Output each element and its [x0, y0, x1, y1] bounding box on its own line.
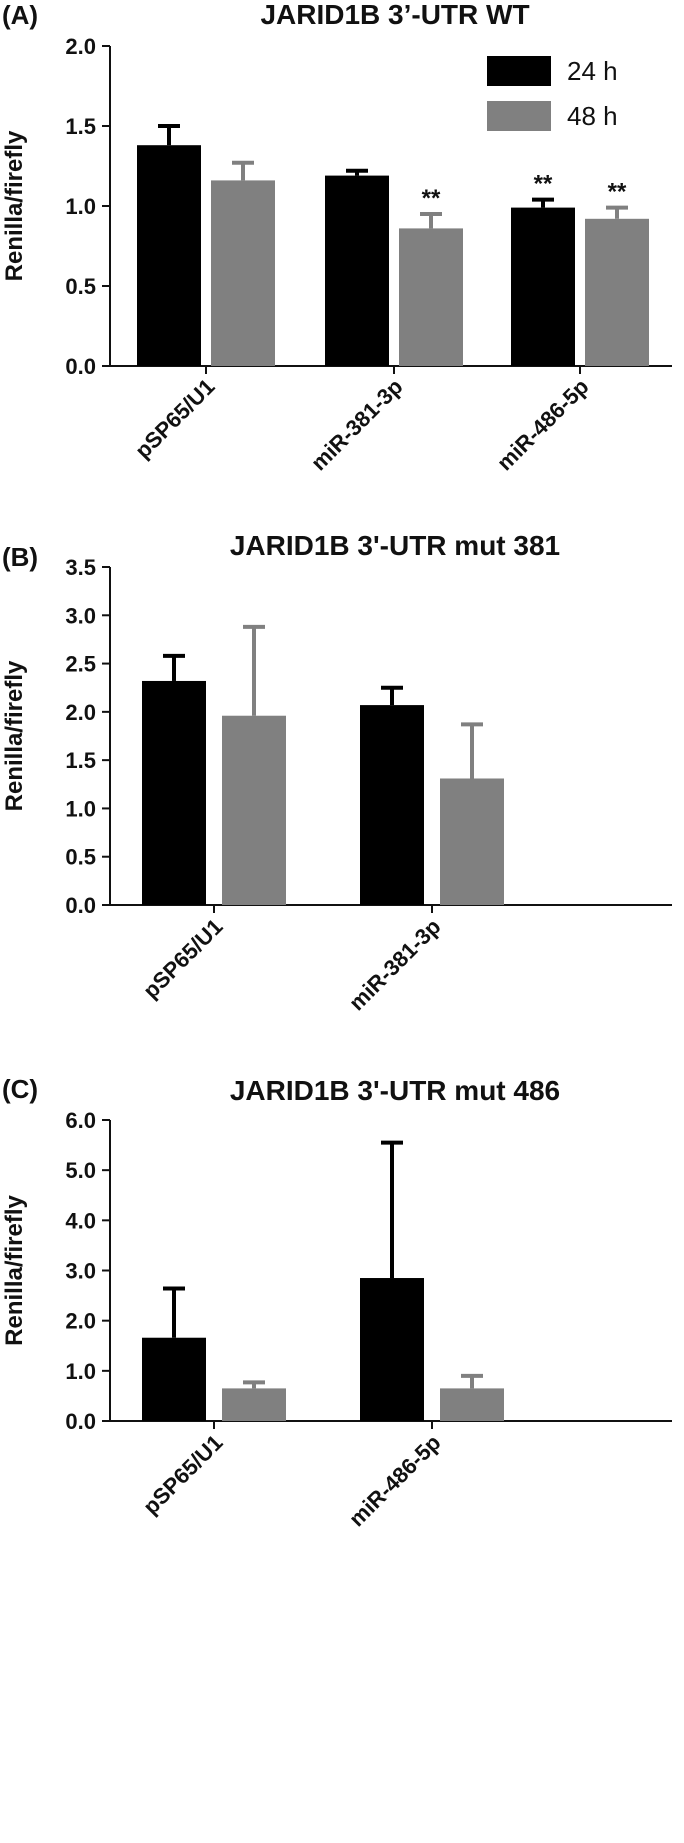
y-tick-label: 1.0	[65, 796, 96, 821]
y-tick-label: 2.5	[65, 652, 96, 677]
bar-48h	[211, 180, 275, 366]
y-axis-label: Renilla/firefly	[1, 130, 28, 281]
legend-swatch-24h	[487, 56, 551, 86]
legend-swatch-48h	[487, 101, 551, 131]
y-tick-label: 0.0	[65, 1409, 96, 1434]
y-tick-label: 4.0	[65, 1208, 96, 1233]
panel-letter: (B)	[2, 542, 38, 572]
legend-label-48h: 48 h	[567, 101, 618, 131]
bar-24h	[360, 1278, 424, 1421]
y-tick-label: 1.5	[65, 748, 96, 773]
y-tick-label: 1.5	[65, 114, 96, 139]
x-tick-label: miR-486-5p	[492, 374, 594, 476]
bar-24h	[360, 705, 424, 905]
y-tick-label: 3.0	[65, 603, 96, 628]
significance-marker: **	[534, 171, 553, 198]
chart-title: JARID1B 3'-UTR mut 486	[230, 1075, 560, 1106]
bar-24h	[142, 1337, 206, 1421]
x-tick-label: pSP65/U1	[130, 374, 219, 463]
x-tick-label: miR-486-5p	[344, 1430, 446, 1532]
significance-marker: **	[608, 179, 627, 206]
y-tick-label: 0.0	[65, 893, 96, 918]
significance-marker: **	[422, 185, 441, 212]
bar-24h	[511, 207, 575, 366]
legend-label-24h: 24 h	[567, 56, 618, 86]
y-tick-label: 6.0	[65, 1108, 96, 1133]
bar-48h	[440, 1388, 504, 1421]
x-tick-label: pSP65/U1	[138, 914, 227, 1003]
chart-title: JARID1B 3’-UTR WT	[260, 0, 529, 30]
x-tick-label: pSP65/U1	[138, 1430, 227, 1519]
y-axis-label: Renilla/firefly	[1, 660, 28, 811]
bar-48h	[222, 715, 286, 905]
y-tick-label: 0.0	[65, 354, 96, 379]
x-tick-label: miR-381-3p	[306, 374, 408, 476]
legend: 24 h 48 h	[487, 56, 618, 131]
chart-panel-1: (A) JARID1B 3’-UTR WT Renilla/firefly 0.0 0.…	[1, 0, 672, 475]
bar-24h	[137, 145, 201, 366]
bar-48h	[399, 228, 463, 366]
bar-48h	[585, 218, 649, 366]
y-tick-label: 3.5	[65, 555, 96, 580]
y-tick-label: 2.0	[65, 700, 96, 725]
chart-panel-3: (C) JARID1B 3'-UTR mut 486 Renilla/firefly…	[1, 1074, 672, 1531]
y-tick-label: 1.0	[65, 194, 96, 219]
chart-title: JARID1B 3'-UTR mut 381	[230, 530, 560, 561]
y-axis-label: Renilla/firefly	[1, 1194, 28, 1345]
y-tick-label: 1.0	[65, 1359, 96, 1384]
y-tick-label: 3.0	[65, 1259, 96, 1284]
y-tick-label: 5.0	[65, 1158, 96, 1183]
bar-24h	[325, 175, 389, 366]
panel-letter: (C)	[2, 1074, 38, 1104]
y-tick-label: 0.5	[65, 845, 96, 870]
y-tick-label: 0.5	[65, 274, 96, 299]
y-tick-label: 2.0	[65, 1309, 96, 1334]
y-tick-label: 2.0	[65, 34, 96, 59]
bar-48h	[222, 1388, 286, 1421]
bar-24h	[142, 680, 206, 905]
bar-48h	[440, 778, 504, 905]
x-tick-label: miR-381-3p	[344, 914, 446, 1016]
chart-panel-2: (B) JARID1B 3'-UTR mut 381 Renilla/firefly…	[1, 530, 672, 1015]
panel-letter: (A)	[2, 0, 38, 30]
